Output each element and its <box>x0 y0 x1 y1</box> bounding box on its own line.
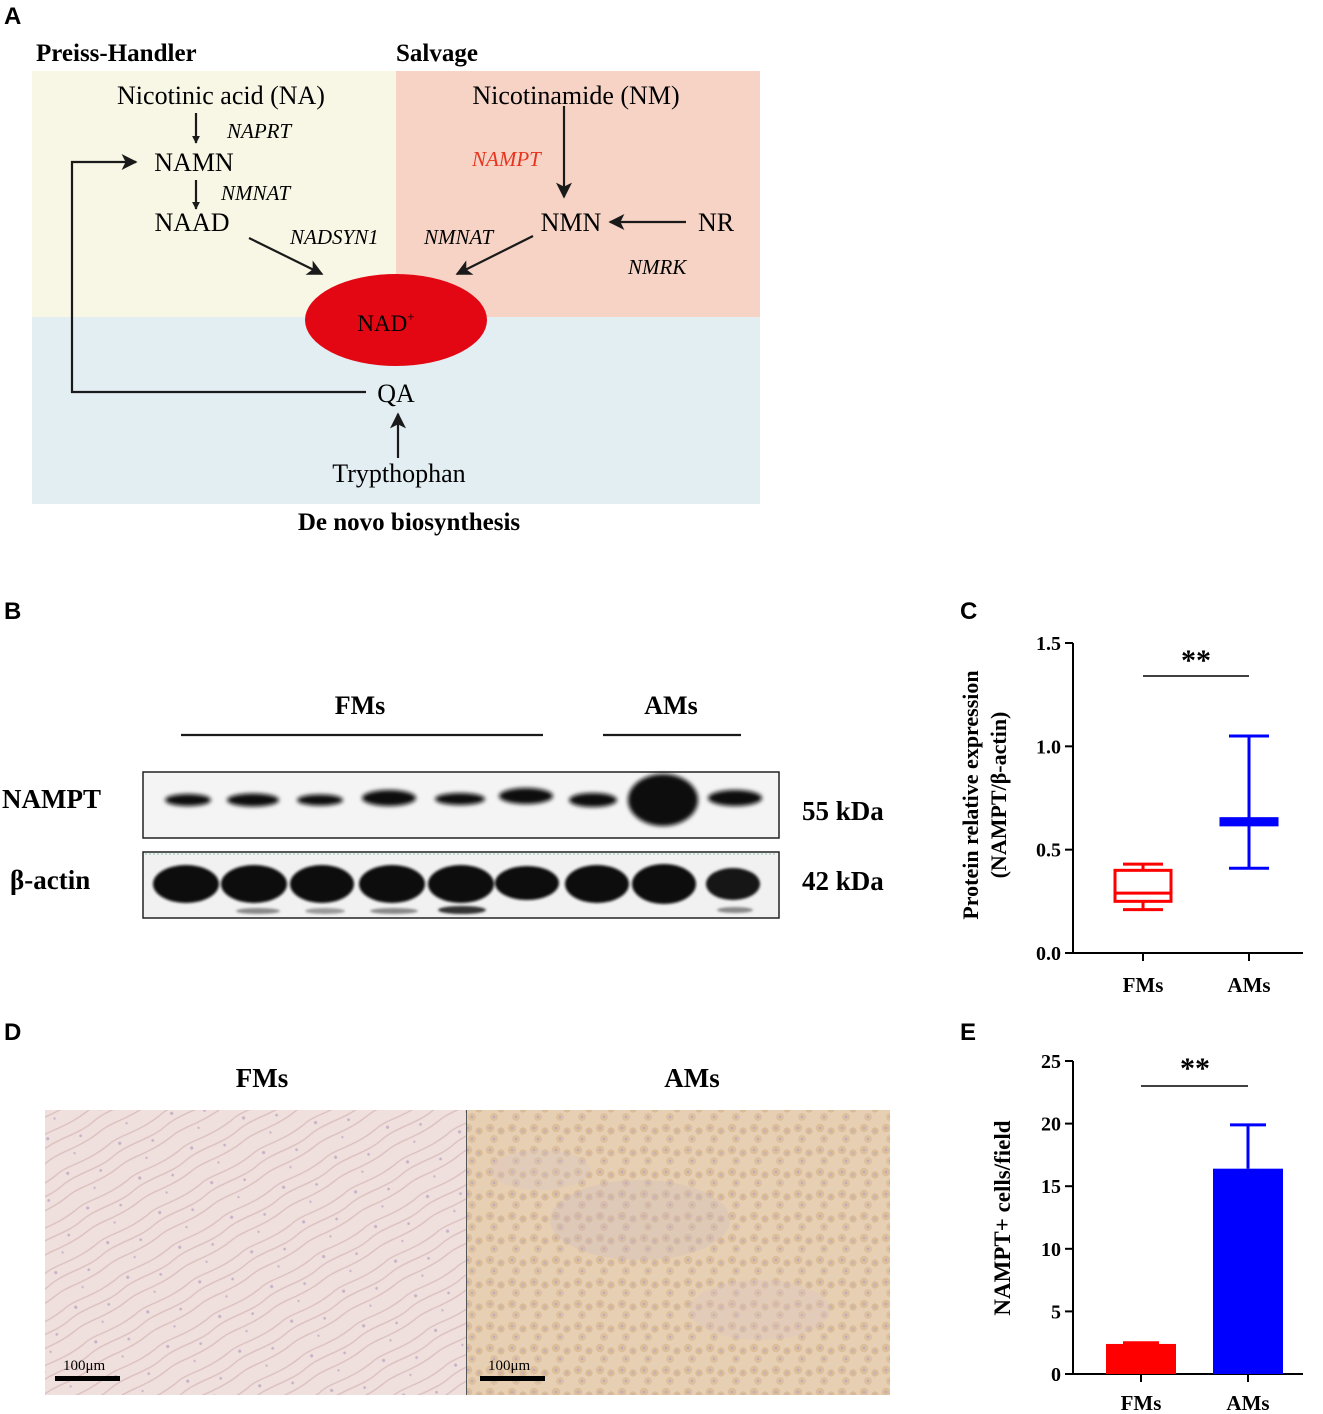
y-tick-label: 0.5 <box>1036 840 1061 862</box>
actin-band <box>495 866 559 900</box>
nampt-band <box>569 793 617 807</box>
panel-label-c: C <box>960 598 977 625</box>
nampt-band <box>499 788 553 804</box>
y-tick-label: 20 <box>1041 1114 1061 1136</box>
enzyme-nampt: NAMPT <box>471 147 542 171</box>
scale-bar-label-fms: 100μm <box>63 1358 106 1374</box>
arrow-nmn-to-nad <box>455 235 534 275</box>
panel-label-e: E <box>960 1019 976 1046</box>
ihc-image-fms <box>45 1110 466 1395</box>
nampt-band <box>297 794 343 806</box>
preiss-handler-title: Preiss-Handler <box>36 40 197 67</box>
node-qa: QA <box>377 379 415 408</box>
enzyme-nmrk: NMRK <box>627 255 687 279</box>
actin-band <box>632 864 696 904</box>
ihc-image-ams <box>467 1110 890 1395</box>
chart-c-box-plot: 0.0 0.5 1.0 1.5 FMs AMs ** Protein relative exp… <box>958 633 1303 997</box>
blot-group-fms: FMs <box>335 691 386 720</box>
chart-e-bar-chart: 0 5 10 15 20 25 FMs AMs ** NAMPT+ cells/field <box>990 1051 1303 1414</box>
x-tick-label: AMs <box>1226 1391 1269 1414</box>
enzyme-nmnat-salvage: NMNAT <box>423 225 495 249</box>
de-novo-title: De novo biosynthesis <box>298 509 521 536</box>
salvage-title: Salvage <box>396 40 478 67</box>
y-tick-label: 25 <box>1041 1051 1061 1073</box>
x-tick-label: AMs <box>1227 973 1270 997</box>
node-nmn: NMN <box>541 208 602 237</box>
arrow-naad-to-nad <box>248 237 324 275</box>
ihc-label-fms: FMs <box>236 1063 288 1093</box>
scale-bar-fms <box>55 1376 120 1381</box>
actin-bands <box>153 864 760 914</box>
scale-bar-ams <box>480 1376 545 1381</box>
nad-node <box>305 274 487 366</box>
nampt-band <box>708 790 762 806</box>
actin-band <box>221 865 287 903</box>
node-namn: NAMN <box>154 148 234 177</box>
significance-marker: ** <box>1180 1052 1210 1085</box>
node-tryptophan: Trypthophan <box>332 459 465 488</box>
node-naad: NAAD <box>154 208 229 237</box>
nad-label: NAD+ <box>357 309 414 336</box>
node-nicotinamide: Nicotinamide (NM) <box>472 81 679 110</box>
y-tick-label: 1.5 <box>1036 633 1061 655</box>
actin-band <box>290 865 354 903</box>
pathway-arrows <box>70 106 686 458</box>
y-tick-label: 0.0 <box>1036 943 1061 965</box>
salvage-region <box>396 71 760 317</box>
y-tick-label: 10 <box>1041 1239 1061 1261</box>
enzyme-naprt: NAPRT <box>226 119 292 143</box>
actin-band <box>428 865 494 903</box>
arrow-qa-to-namn <box>70 154 366 394</box>
blot-mw-nampt: 55 kDa <box>802 796 884 826</box>
ihc-label-ams: AMs <box>664 1063 720 1093</box>
box-FMs <box>1113 868 1173 903</box>
y-tick-label: 0 <box>1051 1364 1061 1386</box>
y-axis-label: Protein relative expression <box>958 670 983 919</box>
x-tick-label: FMs <box>1121 1391 1162 1414</box>
panel-label-b: B <box>4 598 21 625</box>
bar-AMs <box>1213 1168 1283 1374</box>
blot-group-ams: AMs <box>644 691 697 720</box>
enzyme-nadsyn1: NADSYN1 <box>289 225 379 249</box>
blot-mw-beta-actin: 42 kDa <box>802 866 884 896</box>
significance-marker: ** <box>1181 644 1211 677</box>
bar-FMs <box>1106 1343 1176 1374</box>
panel-label-d: D <box>4 1019 21 1046</box>
y-tick-label: 5 <box>1051 1301 1061 1323</box>
panel-label-a: A <box>4 3 21 30</box>
nampt-bands <box>165 774 762 826</box>
blot-row-nampt: NAMPT <box>2 784 101 814</box>
preiss-handler-region <box>32 71 396 317</box>
node-nr: NR <box>698 208 735 237</box>
actin-band <box>153 865 219 903</box>
y-tick-label: 15 <box>1041 1176 1061 1198</box>
y-axis-label: NAMPT+ cells/field <box>990 1120 1015 1315</box>
actin-band <box>565 865 629 903</box>
nampt-band <box>628 774 698 826</box>
enzyme-nmnat-preiss: NMNAT <box>220 181 292 205</box>
node-nicotinic-acid: Nicotinic acid (NA) <box>117 81 325 110</box>
scale-bar-label-ams: 100μm <box>488 1358 531 1374</box>
y-axis-label: (NAMPT/β-actin) <box>986 712 1011 879</box>
blot-row-beta-actin: β-actin <box>10 865 90 895</box>
nampt-band <box>362 790 416 806</box>
nampt-band <box>435 793 485 805</box>
y-tick-label: 1.0 <box>1036 736 1061 758</box>
nampt-band <box>227 793 279 807</box>
x-tick-label: FMs <box>1123 973 1164 997</box>
actin-band <box>706 868 760 900</box>
nampt-band <box>165 794 211 806</box>
actin-band <box>359 865 425 903</box>
